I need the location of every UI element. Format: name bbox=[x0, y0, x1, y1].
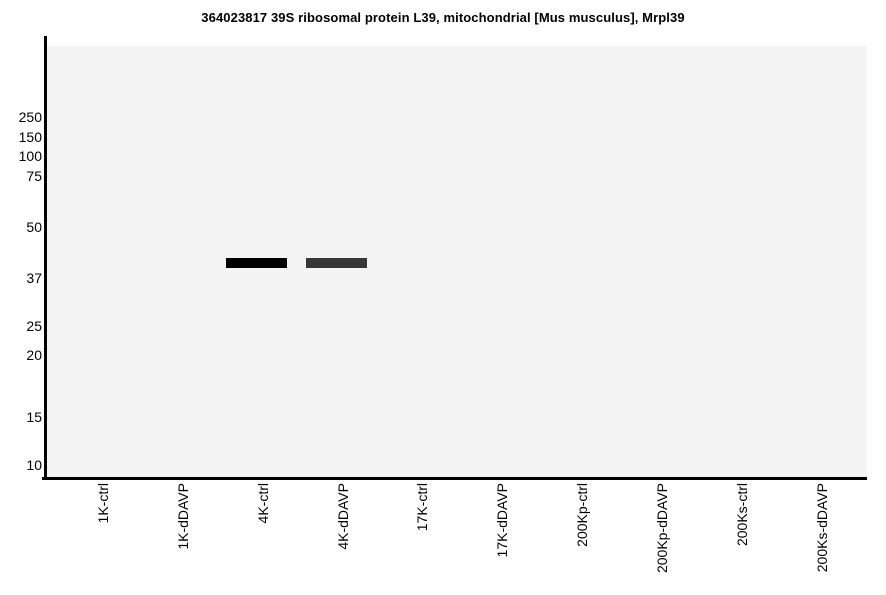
figure-title: 364023817 39S ribosomal protein L39, mit… bbox=[201, 10, 685, 25]
mw-tick-label: 50 bbox=[26, 219, 42, 235]
protein-band bbox=[226, 258, 287, 268]
lane-label: 17K-dDAVP bbox=[494, 483, 510, 558]
y-axis-line bbox=[44, 36, 47, 480]
mw-tick-label: 75 bbox=[26, 168, 42, 184]
mw-tick-label: 20 bbox=[26, 347, 42, 363]
lane-label: 4K-dDAVP bbox=[335, 483, 351, 550]
protein-band bbox=[306, 258, 367, 268]
plot-area bbox=[47, 46, 867, 477]
lane-label: 200Ks-dDAVP bbox=[814, 483, 830, 573]
x-axis-line bbox=[42, 477, 867, 480]
mw-tick-label: 25 bbox=[26, 318, 42, 334]
lane-label: 200Ks-ctrl bbox=[734, 483, 750, 547]
lane-label: 200Kp-dDAVP bbox=[654, 483, 670, 574]
mw-tick-label: 37 bbox=[26, 270, 42, 286]
mw-tick-label: 250 bbox=[18, 109, 42, 125]
mw-tick-label: 100 bbox=[18, 148, 42, 164]
mw-tick-label: 15 bbox=[26, 409, 42, 425]
lane-label: 1K-dDAVP bbox=[175, 483, 191, 550]
lane-label: 1K-ctrl bbox=[95, 483, 111, 524]
lane-label: 4K-ctrl bbox=[255, 483, 271, 524]
lane-label: 17K-ctrl bbox=[414, 483, 430, 532]
mw-tick-label: 10 bbox=[26, 457, 42, 473]
mw-tick-label: 150 bbox=[18, 129, 42, 145]
lane-label: 200Kp-ctrl bbox=[574, 483, 590, 547]
